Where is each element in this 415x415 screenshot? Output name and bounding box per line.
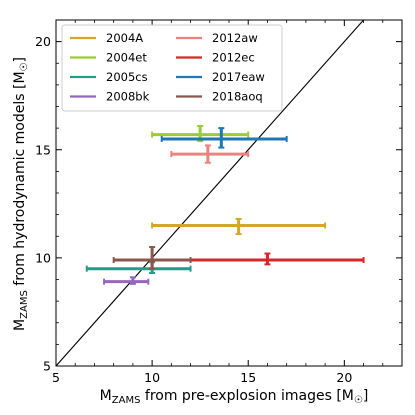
x-axis-label-sub: ZAMS	[112, 395, 141, 406]
y-axis-label-main: M	[12, 319, 28, 331]
y-tick-label-15: 15	[35, 142, 51, 157]
y-tick-label-5: 5	[43, 359, 51, 374]
y-axis-label-close: ]	[12, 57, 28, 62]
point-2005cs	[85, 261, 192, 275]
x-tick-label-20: 20	[336, 370, 352, 385]
x-tick-label-5: 5	[52, 370, 60, 385]
plot-area	[56, 20, 364, 366]
legend: 2004A 2004et 2005cs 2008bk 2012aw 2012ec 2017e…	[61, 24, 283, 112]
legend-label-2012aw: 2012aw	[212, 31, 258, 45]
legend-label-2004et: 2004et	[106, 51, 147, 65]
x-axis-label: MZAMS from pre-explosion images [M☉]	[100, 388, 369, 406]
one-to-one-line	[56, 20, 364, 366]
legend-label-2012ec: 2012ec	[212, 51, 255, 65]
legend-label-2018aoq: 2018aoq	[212, 90, 263, 104]
legend-box	[61, 24, 283, 112]
legend-label-2017eaw: 2017eaw	[212, 70, 265, 84]
x-tick-label-15: 15	[240, 370, 256, 385]
point-2017eaw	[160, 127, 288, 149]
axis-ticks: 5 10 15 20 5 10 15 20	[35, 19, 403, 385]
legend-label-2004A: 2004A	[106, 31, 143, 45]
x-tick-label-10: 10	[144, 370, 160, 385]
x-axis-label-close: ]	[363, 388, 368, 404]
legend-label-2005cs: 2005cs	[106, 70, 148, 84]
y-tick-label-10: 10	[35, 250, 51, 265]
y-axis-label-rest: from hydrodynamic models [M	[12, 71, 28, 290]
legend-label-2008bk: 2008bk	[106, 90, 150, 104]
y-tick-label-20: 20	[35, 34, 51, 49]
x-axis-label-sun: ☉	[354, 395, 363, 406]
y-axis-label: MZAMS from hydrodynamic models [M☉]	[12, 57, 30, 331]
x-axis-label-main: M	[100, 388, 112, 404]
point-2008bk	[103, 276, 150, 285]
point-2012aw	[170, 144, 250, 164]
y-axis-label-sub: ZAMS	[19, 290, 30, 319]
data-marks	[85, 124, 365, 285]
y-axis-label-sun: ☉	[19, 62, 30, 71]
point-2004A	[151, 217, 327, 236]
point-2018aoq	[112, 246, 192, 270]
error-bars	[85, 124, 365, 285]
x-axis-label-rest: from pre-explosion images [M	[140, 388, 353, 404]
